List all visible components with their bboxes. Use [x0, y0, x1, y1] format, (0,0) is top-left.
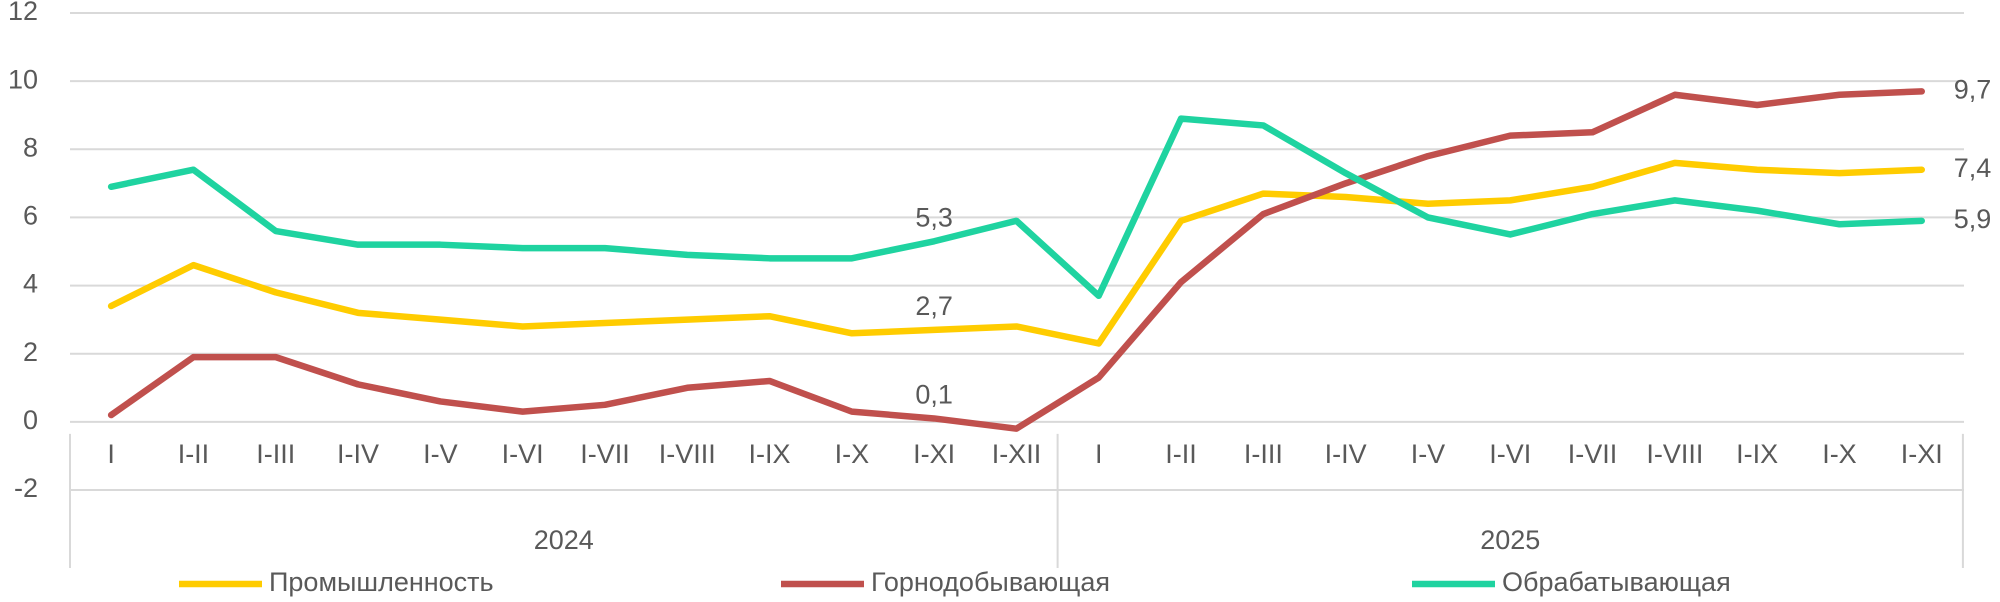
legend-label: Горнодобывающая — [871, 567, 1110, 597]
x-tick-label: I-IV — [337, 439, 379, 469]
y-tick-label: 2 — [23, 337, 38, 367]
x-tick-label: I-III — [1244, 439, 1283, 469]
data-label: 2,7 — [915, 291, 953, 321]
legend-label: Обрабатывающая — [1502, 567, 1731, 597]
x-tick-label: I-III — [256, 439, 295, 469]
x-tick-label: I-VII — [580, 439, 630, 469]
x-tick-label: I-VI — [1489, 439, 1531, 469]
x-tick-label: I — [107, 439, 115, 469]
x-tick-label: I-V — [1411, 439, 1446, 469]
x-tick-label: I-IX — [749, 439, 791, 469]
group-label: 2024 — [534, 525, 594, 555]
legend-label: Промышленность — [269, 567, 494, 597]
x-tick-label: I-VIII — [659, 439, 716, 469]
data-label: 0,1 — [915, 380, 953, 410]
series-line — [107, 159, 1925, 347]
x-tick-label: I-XI — [1901, 439, 1943, 469]
y-tick-label: 6 — [23, 201, 38, 231]
y-tick-label: 4 — [23, 269, 38, 299]
y-tick-label: -2 — [14, 473, 38, 503]
y-tick-label: 12 — [8, 0, 38, 26]
x-tick-label: I-V — [423, 439, 458, 469]
x-tick-label: I — [1095, 439, 1103, 469]
x-tick-label: I-XII — [992, 439, 1042, 469]
data-label: 5,9 — [1954, 204, 1992, 234]
x-tick-label: I-VIII — [1646, 439, 1703, 469]
series-line — [107, 115, 1925, 300]
x-tick-label: I-X — [835, 439, 870, 469]
data-label: 5,3 — [915, 202, 953, 232]
data-label: 7,4 — [1954, 153, 1992, 183]
data-label: 9,7 — [1954, 74, 1992, 104]
x-tick-label: I-IV — [1325, 439, 1367, 469]
y-tick-label: 8 — [23, 132, 38, 162]
y-tick-label: 0 — [23, 405, 38, 435]
x-tick-label: I-VI — [502, 439, 544, 469]
x-tick-label: I-X — [1822, 439, 1857, 469]
group-label: 2025 — [1480, 525, 1540, 555]
y-tick-label: 10 — [8, 64, 38, 94]
x-tick-label: I-II — [1165, 439, 1197, 469]
x-tick-label: I-VII — [1568, 439, 1618, 469]
x-tick-label: I-II — [178, 439, 210, 469]
x-tick-label: I-XI — [913, 439, 955, 469]
series-line — [107, 88, 1925, 432]
x-tick-label: I-IX — [1736, 439, 1778, 469]
